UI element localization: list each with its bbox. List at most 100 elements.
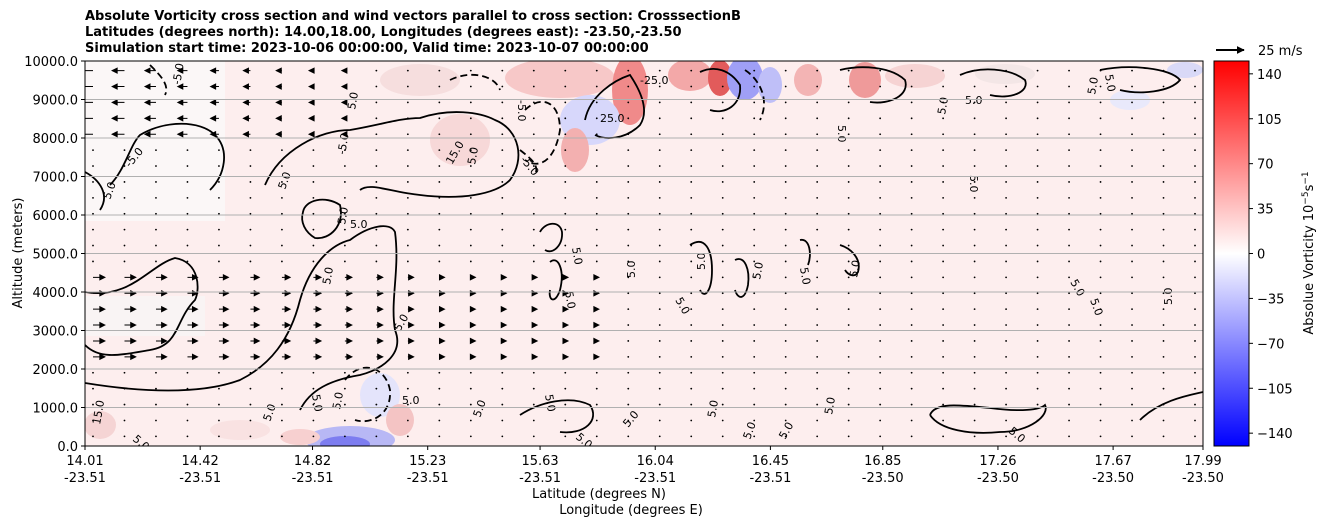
wind-vector [1162,244,1165,247]
wind-vector [910,149,913,152]
wind-vector [344,274,353,281]
wind-vector [627,101,630,104]
wind-vector [910,355,913,358]
wind-vector [690,308,693,311]
wind-vector [123,196,126,199]
wind-vector [1005,69,1007,72]
wind-vector [753,371,756,374]
wind-vector [249,244,252,247]
wind-vector [1131,165,1133,167]
wind-vector [438,371,441,374]
wind-vector [85,86,93,88]
wind-vector [1068,228,1070,231]
wind-vector [910,196,913,199]
wind-vector [501,260,504,263]
wind-vector [690,340,693,342]
wind-vector [1131,212,1133,215]
wind-vector [123,165,126,167]
wind-vector [92,181,94,183]
wind-vector [500,353,508,361]
y-axis-ticks: 0.0 1000.0 2000.0 3000.0 4000.0 5000.0 6000.0 7… [24,55,85,455]
wind-vector [847,228,850,231]
wind-vector [532,85,535,88]
wind-vector [658,69,661,72]
wind-vector [275,115,282,122]
wind-vector [690,371,693,374]
wind-vector [753,228,756,231]
wind-vector [532,165,535,167]
wind-vector [469,149,472,152]
wind-vector [501,69,504,72]
wind-vector [1194,403,1196,406]
wind-vector [344,305,353,313]
y-tick-label: 8000.0 [33,132,79,147]
wind-vector [1005,387,1007,390]
wind-vector [564,149,567,152]
wind-vector [501,196,504,199]
wind-vector [111,115,125,122]
wind-vector [973,403,976,406]
wind-vector [1194,387,1196,390]
wind-vector [1131,117,1133,120]
contour-label: 5.0 [569,246,585,265]
wind-vector [155,212,157,215]
wind-vector [1005,212,1007,215]
wind-vector [564,403,567,406]
wind-vector [1099,149,1102,152]
wind-vector [1068,69,1070,72]
wind-vector [658,387,661,390]
wind-vector [1099,117,1102,120]
wind-vector [658,212,661,215]
wind-vector [753,355,756,358]
wind-vector [312,419,315,422]
wind-vector [176,99,188,106]
wind-vector [1131,276,1133,279]
wind-vector [1162,340,1165,342]
wind-vector [469,387,472,390]
colorbar-tick-label: −105 [1257,382,1293,397]
wind-vector [595,149,598,152]
wind-vector [406,101,409,104]
wind-vector [562,321,570,329]
wind-vector [658,419,661,422]
wind-vector [1194,292,1196,295]
wind-vector [847,85,850,88]
wind-vector [1099,69,1102,72]
wind-vector [942,387,945,390]
wind-vector [1194,419,1196,422]
wind-vector [407,305,415,313]
wind-vector [1131,196,1133,199]
wind-vector [340,99,348,106]
wind-vector [942,371,945,374]
wind-vector [721,387,724,390]
contour-label: 5.0 [847,259,863,278]
wind-vector [343,165,346,167]
wind-vector [532,181,535,183]
wind-vector [1068,117,1070,120]
wind-vector [753,308,756,311]
wind-vector [343,212,346,215]
wind-vector [910,340,913,342]
wind-vector [312,387,315,390]
wind-vector [1194,117,1196,120]
wind-vector [406,403,409,406]
wind-vector [879,292,882,295]
wind-vector [1131,85,1133,88]
wind-vector [1194,276,1196,279]
wind-vector [209,83,219,90]
wind-vector [942,308,945,311]
wind-vector [501,181,504,183]
wind-vector [85,117,93,119]
wind-vector [627,117,630,120]
wind-vector [250,305,261,313]
wind-vector [155,228,157,231]
wind-vector [1162,101,1165,104]
vorticity-field: 5.0 5.0 5.0 5.0 5.0 5.0 5.0 5.0 5.0 5.0 … [85,61,1203,446]
wind-vector [209,67,219,74]
wind-vector [469,337,477,345]
wind-vector [501,149,504,152]
wind-vector [343,371,346,374]
wind-vector [1068,85,1070,88]
wind-vector [1099,260,1102,263]
wind-vector [1036,165,1039,167]
